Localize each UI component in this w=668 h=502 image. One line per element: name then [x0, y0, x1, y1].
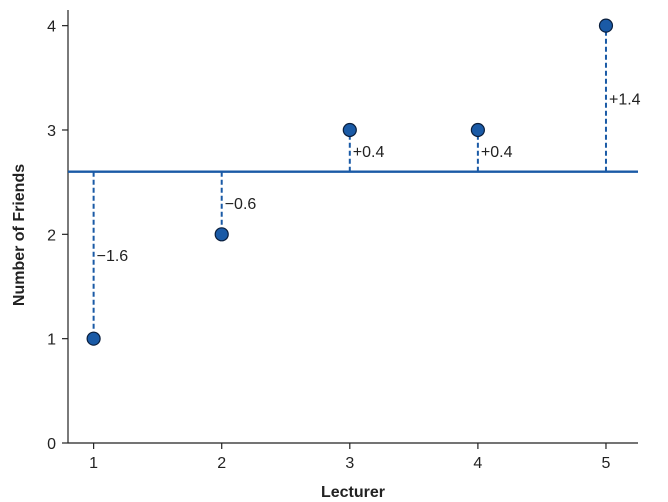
x-tick-label: 4: [473, 455, 482, 472]
y-tick-label: 4: [47, 19, 56, 36]
data-point: [470, 122, 485, 138]
deviation-label: +0.4: [353, 144, 385, 161]
y-axis-title: Number of Friends: [11, 164, 28, 306]
chart-marks: −1.6 −0.6 +0.4 +0.4 +1.4: [68, 18, 641, 346]
y-tick-label: 3: [47, 123, 56, 140]
axes: 0 1 2 3 4 1 2 3 4 5: [47, 10, 638, 472]
x-tick-label: 2: [217, 455, 226, 472]
data-point: [86, 331, 101, 346]
y-tick-label: 0: [47, 436, 56, 453]
deviation-label: −0.6: [225, 196, 257, 213]
data-point: [342, 122, 357, 138]
deviation-label: +0.4: [481, 144, 513, 161]
deviation-label: +1.4: [609, 92, 641, 109]
data-point: [598, 18, 614, 33]
data-point: [214, 227, 229, 242]
x-tick-label: 3: [345, 455, 354, 472]
x-axis-title: Lecturer: [321, 484, 385, 501]
deviation-label: −1.6: [97, 248, 129, 265]
y-tick-label: 1: [47, 332, 56, 349]
x-tick-label: 5: [602, 455, 611, 472]
y-tick-label: 2: [47, 227, 56, 244]
x-tick-label: 1: [89, 455, 98, 472]
